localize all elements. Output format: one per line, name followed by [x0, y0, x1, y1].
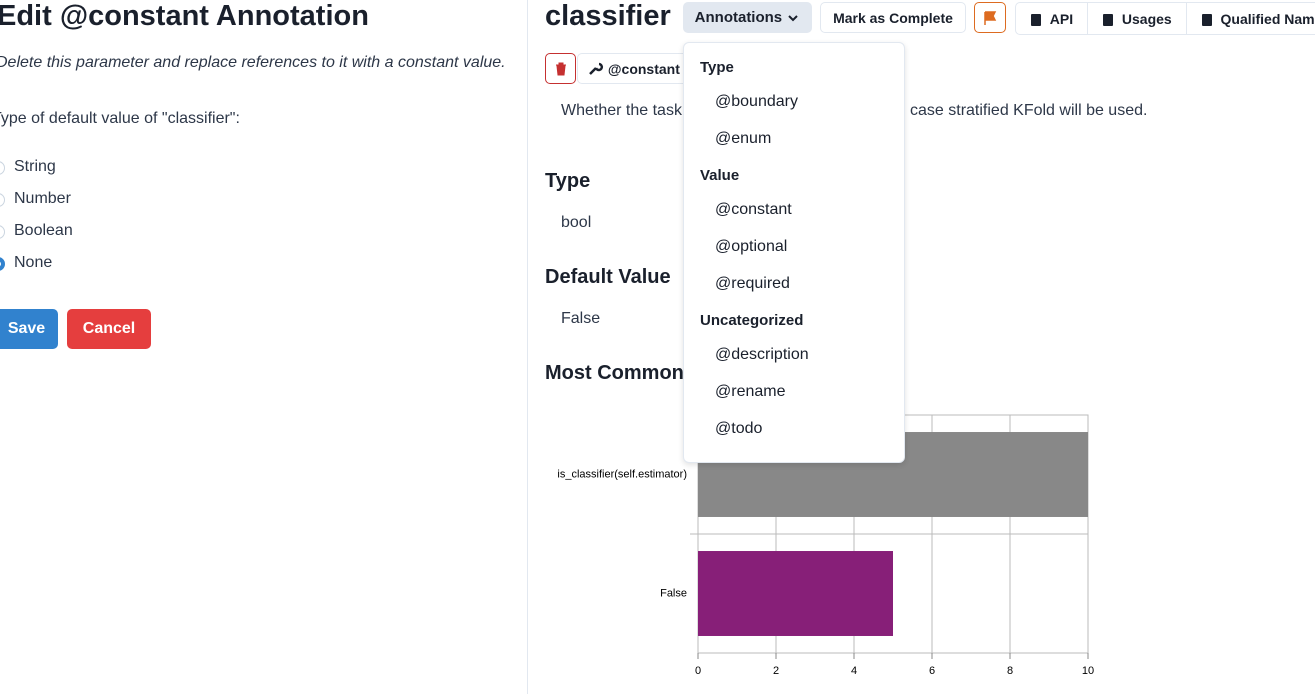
radio-label[interactable]: Boolean	[14, 222, 73, 239]
wrench-icon	[589, 62, 604, 75]
y-tick-label: False	[660, 587, 687, 599]
panel-description: Delete this parameter and replace refere…	[0, 54, 506, 71]
x-tick-label: 6	[929, 665, 935, 677]
tag-label: @constant	[607, 60, 680, 77]
nav-label: Qualified Name	[1220, 10, 1315, 27]
complete-button[interactable]: Mark as Complete	[820, 2, 966, 33]
group-label: Value	[700, 167, 740, 184]
radio[interactable]	[0, 257, 5, 271]
clipboard-icon	[1201, 13, 1212, 26]
dropdown-item[interactable]: @constant	[715, 201, 792, 218]
radio-label[interactable]: String	[14, 158, 56, 175]
group-label: Uncategorized	[700, 312, 804, 329]
dropdown-item[interactable]: @boundary	[715, 93, 798, 110]
delete-button[interactable]	[545, 53, 576, 84]
x-tick-label: 4	[851, 665, 857, 677]
nav-label: API	[1049, 10, 1074, 27]
panel-title: Edit @constant Annotation	[0, 0, 369, 32]
trash-icon	[555, 62, 566, 75]
description-part: Whether the task	[561, 102, 682, 119]
flag-button[interactable]	[974, 2, 1006, 33]
flag-icon	[984, 10, 997, 25]
divider	[527, 0, 528, 694]
description-part: case stratified KFold will be used.	[910, 102, 1148, 119]
question: Type of default value of "classifier":	[0, 110, 240, 127]
x-tick-label: 0	[695, 665, 701, 677]
group-label: Type	[700, 59, 734, 76]
nav-group: API Usages Qualified Name	[1015, 2, 1315, 35]
y-tick-label: is_classifier(self.estimator)	[557, 468, 687, 480]
nav-button[interactable]: API	[1016, 3, 1087, 34]
section-text: False	[561, 310, 601, 327]
x-tick-label: 2	[773, 665, 779, 677]
nav-button[interactable]: Qualified Name	[1185, 3, 1315, 34]
dropdown-item[interactable]: @optional	[715, 238, 788, 255]
cancel-button[interactable]: Cancel	[67, 309, 151, 349]
annotations-dropdown: Type @boundary @enum Value @constant @optiona…	[683, 42, 905, 463]
annotations-button[interactable]: Annotations	[683, 2, 812, 33]
dropdown-item[interactable]: @rename	[715, 383, 786, 400]
radio-label[interactable]: Number	[14, 190, 71, 207]
clipboard-icon	[1103, 13, 1114, 26]
section-text: bool	[561, 214, 592, 231]
chevron	[788, 14, 799, 21]
nav-label: Usages	[1121, 10, 1172, 27]
label: Annotations	[694, 9, 783, 26]
dropdown-item[interactable]: @todo	[715, 420, 763, 437]
dropdown-item[interactable]: @required	[715, 275, 790, 292]
clipboard-icon	[1031, 13, 1041, 26]
param-title: classifier	[545, 0, 671, 32]
section-heading: Type	[545, 170, 591, 192]
section-heading: Most Common	[545, 362, 684, 384]
x-tick-label: 8	[1007, 665, 1013, 677]
dropdown-item[interactable]: @enum	[715, 130, 772, 147]
bar	[698, 551, 893, 636]
save-button[interactable]: Save	[0, 309, 58, 349]
nav-button[interactable]: Usages	[1087, 3, 1186, 34]
section-heading: Default Value	[545, 266, 671, 288]
x-tick-label: 10	[1082, 665, 1094, 677]
radio-label[interactable]: None	[14, 254, 53, 271]
dropdown-item[interactable]: @description	[715, 346, 809, 363]
